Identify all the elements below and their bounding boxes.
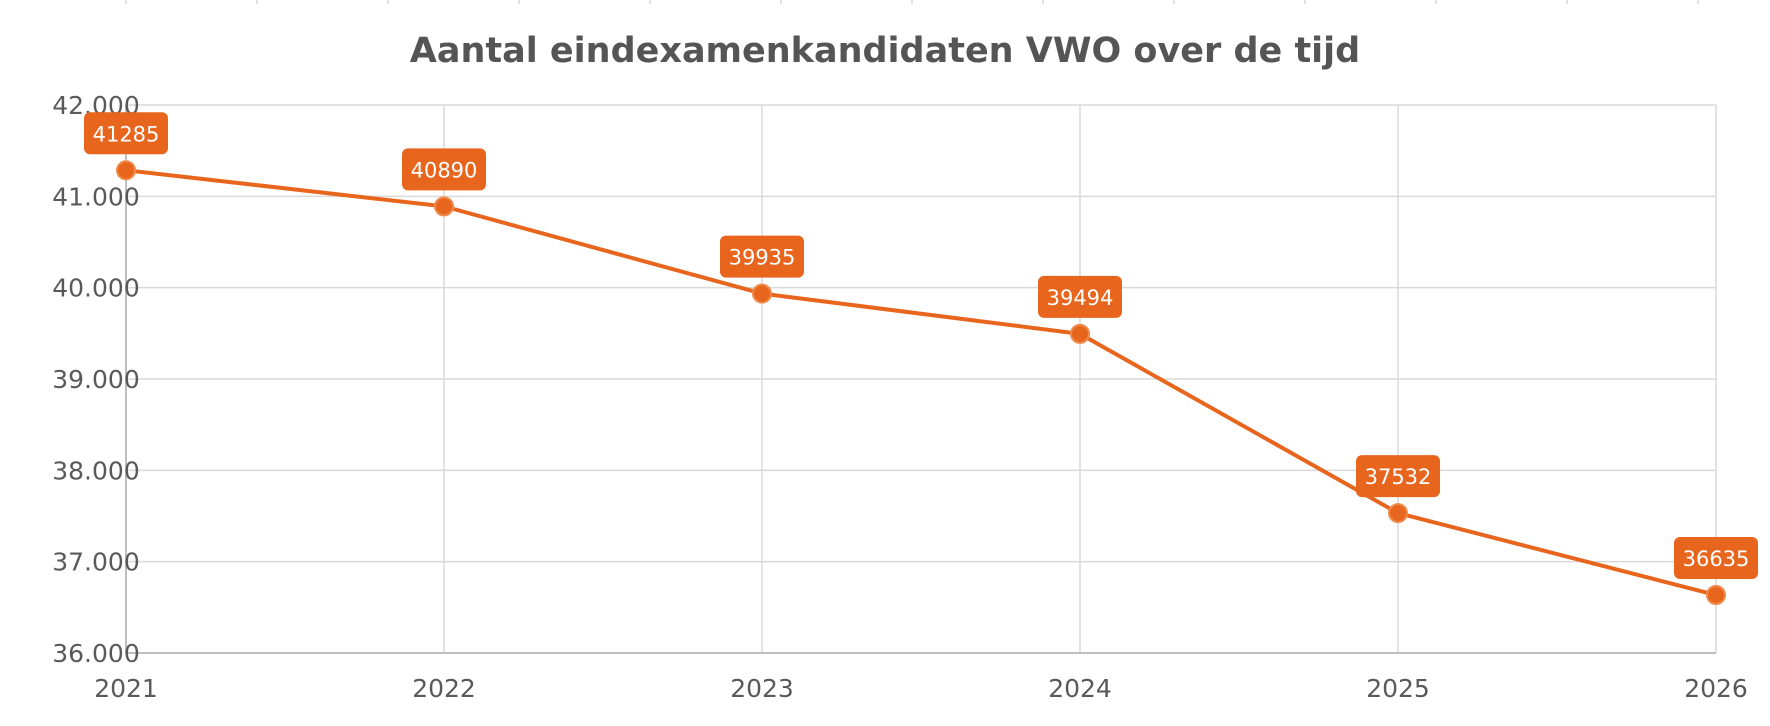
data-label-box [84,112,168,155]
data-label: 40890 [402,148,486,191]
data-label-text: 39494 [1047,286,1114,310]
data-label-box [402,148,486,191]
data-label: 39494 [1038,275,1122,318]
data-labels: 41285 40890 39935 39494 37532 36635 [84,112,1758,580]
data-label: 36635 [1674,537,1758,580]
chart-title: Aantal eindexamenkandidaten VWO over de … [410,31,1360,71]
data-label-text: 37532 [1365,465,1432,489]
axes [125,0,1716,654]
data-label-box [720,235,804,278]
data-label-text: 40890 [411,158,478,182]
series-line-path [125,168,1717,597]
x-tick-label: 2023 [730,674,794,703]
data-label-text: 39935 [729,246,796,270]
data-label-box [1674,537,1758,580]
data-label-box [1038,275,1122,318]
data-point [1706,585,1726,606]
data-point [116,160,136,181]
series-line [116,160,1726,606]
data-label: 39935 [720,235,804,278]
gridlines [125,104,1717,654]
data-point [434,196,454,217]
x-tick-label: 2025 [1366,674,1430,703]
data-point [752,283,772,304]
data-label-text: 41285 [93,122,160,146]
x-tick-label: 2021 [94,674,158,703]
data-label-text: 36635 [1683,547,1750,571]
data-point [1070,323,1090,344]
x-tick-label: 2026 [1684,674,1748,703]
data-label: 37532 [1356,455,1440,498]
data-label-box [1356,455,1440,498]
y-tick-label: 36.000 [52,639,139,668]
y-tick-label: 37.000 [52,548,139,577]
x-tick-label: 2024 [1048,674,1112,703]
y-tick-label: 39.000 [52,365,139,394]
x-axis-ticks: 2021 2022 2023 2024 2025 2026 [94,674,1748,703]
y-tick-label: 40.000 [52,274,139,303]
data-label: 41285 [84,112,168,155]
y-tick-label: 41.000 [52,182,139,211]
data-point [1388,503,1408,524]
y-axis-ticks: 36.00037.00038.00039.00040.00041.00042.0… [52,91,139,668]
y-tick-label: 38.000 [52,456,139,485]
x-tick-label: 2022 [412,674,476,703]
